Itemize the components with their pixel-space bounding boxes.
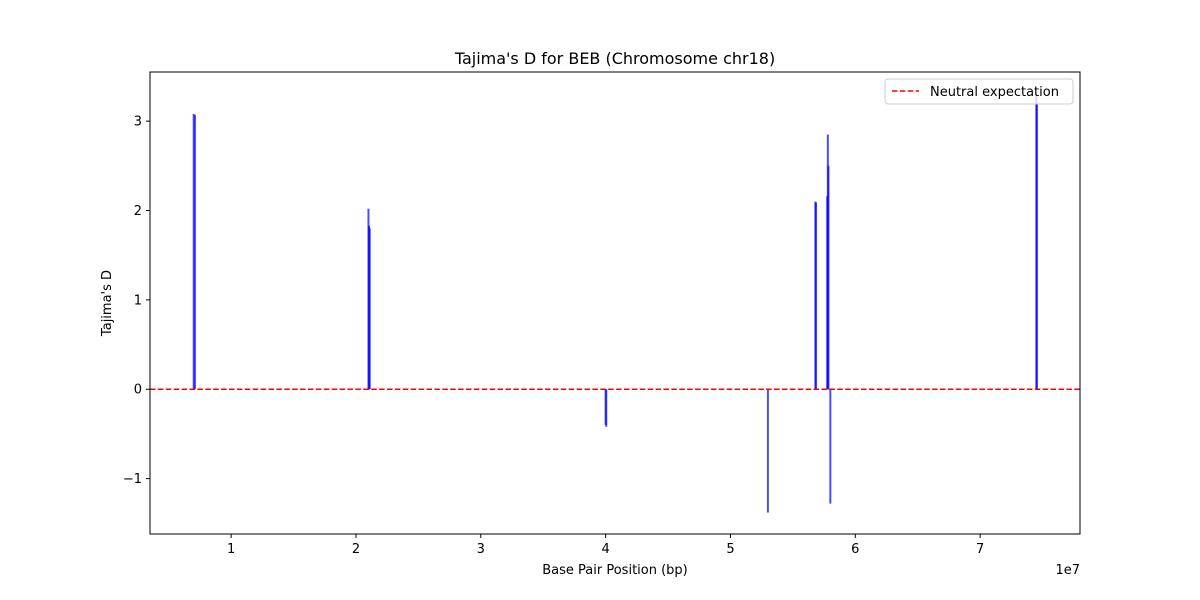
x-tick-label: 7 <box>976 542 984 557</box>
y-tick-label: 1 <box>134 293 142 308</box>
chart-title: Tajima's D for BEB (Chromosome chr18) <box>454 49 775 68</box>
plot-area-frame <box>149 71 1081 535</box>
x-tick-label: 3 <box>477 542 485 557</box>
bar <box>605 389 608 427</box>
bar <box>827 165 830 390</box>
y-axis: −1 0 1 2 3 <box>123 115 150 487</box>
x-axis: 1 2 3 4 5 6 7 <box>227 534 984 557</box>
y-axis-label: Tajima's D <box>100 270 115 337</box>
bar <box>829 389 832 504</box>
y-tick-label: 2 <box>134 204 142 219</box>
bars-layer <box>192 92 1038 513</box>
x-tick-label: 1 <box>227 542 235 557</box>
bar <box>814 202 817 390</box>
legend-box <box>884 78 1074 105</box>
bar <box>368 228 371 390</box>
legend-entry-label: Neutral expectation <box>930 85 1059 100</box>
bar <box>1035 103 1038 390</box>
x-tick-label: 2 <box>352 542 360 557</box>
x-tick-label: 6 <box>851 542 859 557</box>
bar <box>192 114 195 390</box>
x-tick-label: 4 <box>601 542 609 557</box>
x-axis-offset-label: 1e7 <box>1055 563 1080 578</box>
bar <box>193 114 196 390</box>
bar <box>766 389 769 513</box>
y-tick-label: 3 <box>134 115 142 130</box>
bar <box>828 389 831 390</box>
y-tick-label: −1 <box>123 472 142 487</box>
legend: Neutral expectation <box>884 78 1074 105</box>
y-tick-label: 0 <box>134 383 142 398</box>
x-axis-label: Base Pair Position (bp) <box>542 563 688 578</box>
x-tick-label: 5 <box>726 542 734 557</box>
